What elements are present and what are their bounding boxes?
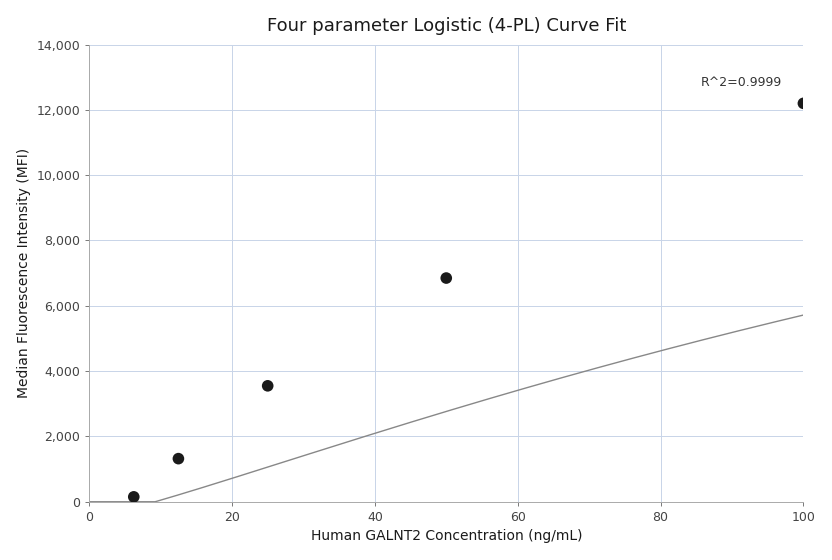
- Title: Four parameter Logistic (4-PL) Curve Fit: Four parameter Logistic (4-PL) Curve Fit: [266, 17, 626, 35]
- Point: [261, 381, 275, 390]
- Point: [171, 454, 185, 463]
- X-axis label: Human GALNT2 Concentration (ng/mL): Human GALNT2 Concentration (ng/mL): [310, 529, 582, 543]
- Point: [127, 492, 141, 501]
- Y-axis label: Median Fluorescence Intensity (MFI): Median Fluorescence Intensity (MFI): [17, 148, 31, 398]
- Point: [439, 274, 453, 283]
- Point: [797, 99, 810, 108]
- Text: R^2=0.9999: R^2=0.9999: [701, 76, 782, 88]
